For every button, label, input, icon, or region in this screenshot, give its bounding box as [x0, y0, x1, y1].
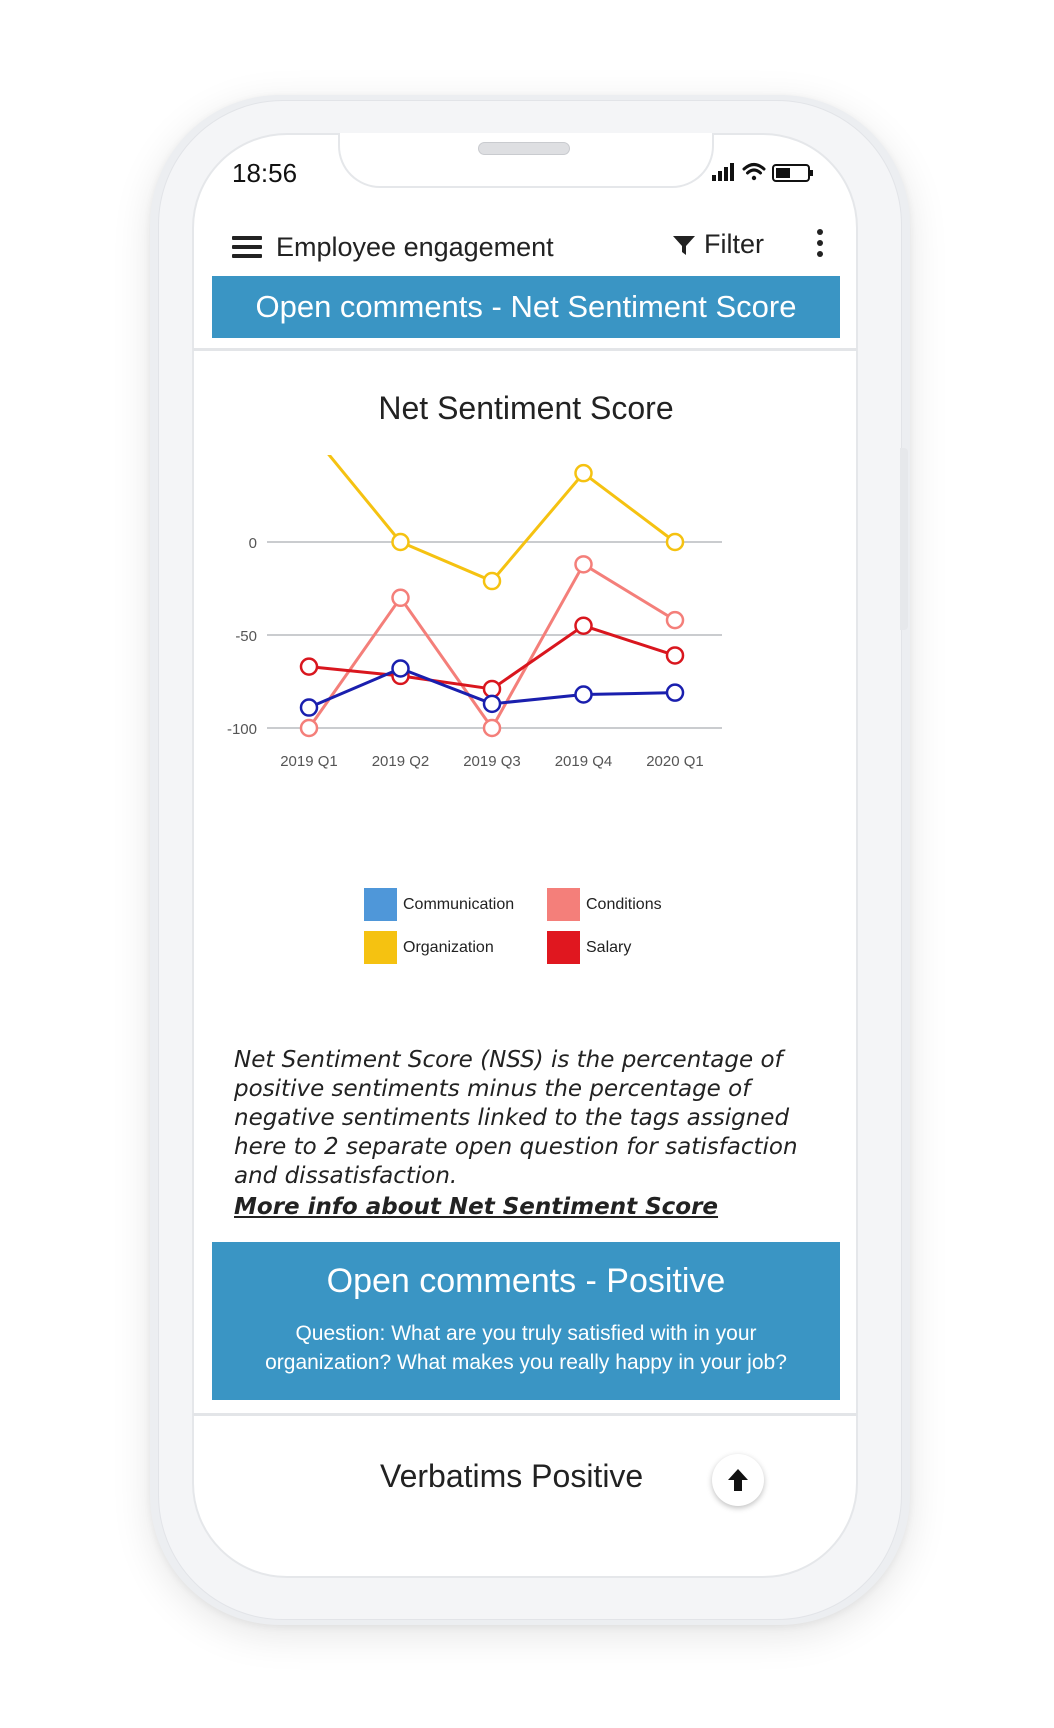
status-time: 18:56	[232, 158, 298, 188]
app-header: Employee engagement Filter	[232, 225, 832, 269]
more-info-link[interactable]: More info about Net Sentiment Score	[234, 1194, 719, 1220]
data-point-conditions	[391, 588, 410, 608]
wifi-icon	[742, 163, 766, 181]
data-point-conditions	[665, 610, 685, 630]
positive-banner-title: Open comments - Positive	[326, 1262, 726, 1300]
data-point-conditions	[482, 718, 502, 738]
x-tick-label: 2020 Q1	[646, 753, 704, 770]
chart-title: Net Sentiment Score	[378, 390, 674, 426]
series-line-organization	[327, 455, 676, 583]
data-point-organization	[574, 463, 593, 483]
x-tick-label: 2019 Q4	[555, 753, 613, 770]
verbatims-title: Verbatims Positive	[380, 1458, 644, 1494]
data-point-organization	[391, 532, 410, 552]
data-point-salary	[665, 646, 685, 665]
legend-swatch	[547, 931, 580, 964]
data-point-organization	[482, 571, 502, 591]
x-tick-label: 2019 Q1	[280, 753, 338, 770]
section-banner-nss: Open comments - Net Sentiment Score	[212, 276, 840, 338]
kebab-more-icon[interactable]	[816, 229, 824, 259]
y-tick-label: -100	[227, 721, 257, 738]
y-tick-label: 50	[240, 455, 257, 459]
legend-label: Organization	[403, 938, 494, 956]
battery-icon	[772, 164, 813, 182]
divider	[193, 348, 857, 351]
filter-label: Filter	[704, 229, 764, 259]
arrow-up-icon	[728, 1469, 748, 1491]
legend-swatch	[547, 888, 580, 921]
status-icons	[712, 163, 813, 182]
legend-item-conditions[interactable]: Conditions	[547, 888, 662, 921]
legend-item-organization[interactable]: Organization	[364, 931, 494, 964]
data-point-conditions	[299, 718, 319, 738]
data-point-communication	[299, 698, 319, 717]
legend-item-communication[interactable]: Communication	[364, 888, 514, 921]
data-point-salary	[482, 679, 502, 699]
x-tick-label: 2019 Q3	[463, 753, 521, 770]
hamburger-menu-icon[interactable]	[232, 236, 264, 258]
divider	[193, 1413, 857, 1416]
y-tick-label: -50	[235, 628, 257, 645]
data-point-communication	[665, 683, 685, 702]
speaker-icon	[478, 142, 570, 155]
legend-swatch	[364, 931, 397, 964]
positive-banner-question: Question: What are you truly satisfied w…	[265, 1322, 787, 1374]
cellular-signal-icon	[712, 163, 734, 181]
data-point-organization	[665, 532, 685, 552]
legend-label: Communication	[403, 895, 515, 913]
data-point-salary	[574, 616, 593, 635]
legend-label: Conditions	[586, 895, 662, 913]
x-tick-label: 2019 Q2	[372, 753, 430, 770]
data-point-communication	[482, 694, 502, 714]
filter-button[interactable]: Filter	[672, 229, 764, 260]
data-point-conditions	[574, 555, 593, 574]
phone-side-button	[900, 448, 908, 630]
data-point-salary	[299, 657, 319, 676]
scroll-up-button[interactable]	[712, 1454, 764, 1506]
app-title: Employee engagement	[276, 231, 554, 262]
legend-swatch	[364, 888, 397, 921]
data-point-communication	[574, 685, 593, 704]
funnel-filter-icon	[673, 235, 695, 255]
legend-label: Salary	[586, 938, 632, 956]
nss-description: Net Sentiment Score (NSS) is the percent…	[234, 1047, 798, 1189]
chart-legend: Communication Conditions Organization Salar…	[364, 888, 784, 988]
y-tick-label: 0	[249, 535, 257, 552]
data-point-communication	[391, 659, 410, 678]
section-banner-positive: Open comments - Positive Question: What …	[212, 1242, 840, 1400]
legend-item-salary[interactable]: Salary	[547, 931, 631, 964]
nss-line-chart: 50 0 -50 -100 2019 Q1 2019 Q2 2019 Q3 2019 Q4 20…	[227, 455, 722, 770]
